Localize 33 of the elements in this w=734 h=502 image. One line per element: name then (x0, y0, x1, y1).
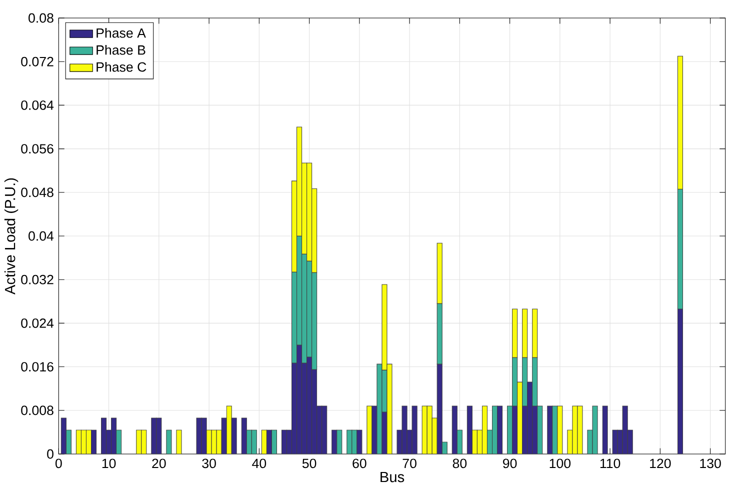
x-tick-label: 40 (252, 458, 266, 468)
x-tick-label: 0 (55, 458, 62, 468)
legend-label: Phase C (96, 62, 146, 72)
y-tick-label: 0 (47, 449, 54, 459)
x-tick-label: 20 (152, 458, 166, 468)
x-tick-label: 30 (202, 458, 216, 468)
y-tick-label: 0.08 (28, 13, 54, 23)
y-tick-label: 0.064 (21, 100, 54, 110)
x-tick-label: 100 (550, 458, 571, 468)
x-tick-label: 70 (402, 458, 416, 468)
bar (176, 430, 182, 454)
y-axis-title: Active Load (P.U.) (4, 178, 18, 295)
legend-label: Phase B (96, 44, 146, 55)
x-axis-title: Bus (380, 472, 404, 482)
x-tick-label: 10 (102, 458, 116, 468)
x-tick-label: 60 (352, 458, 366, 468)
y-tick-label: 0.016 (21, 362, 54, 372)
bar (166, 430, 172, 454)
bar (101, 418, 107, 454)
x-tick-label: 50 (302, 458, 316, 468)
x-tick-label: 120 (650, 458, 671, 468)
y-tick-label: 0.056 (21, 144, 54, 154)
y-tick-label: 0.072 (21, 56, 54, 66)
y-tick-label: 0.008 (21, 406, 54, 416)
legend-label: Phase A (96, 28, 146, 38)
y-tick-label: 0.024 (21, 318, 54, 328)
x-tick-label: 130 (700, 458, 721, 468)
y-tick-label: 0.048 (21, 188, 54, 198)
y-tick-label: 0.04 (28, 231, 54, 241)
x-tick-label: 110 (600, 458, 620, 468)
x-tick-label: 80 (452, 458, 467, 468)
x-tick-label: 90 (503, 458, 517, 468)
y-tick-label: 0.032 (21, 274, 54, 284)
